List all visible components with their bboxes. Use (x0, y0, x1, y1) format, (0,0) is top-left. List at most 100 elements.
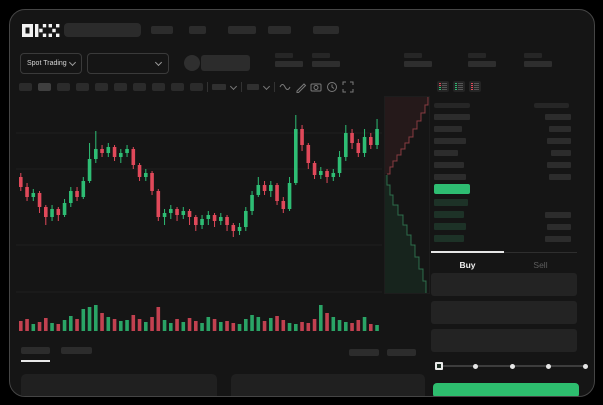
candle-body (106, 147, 111, 153)
toggle-glyph-row (455, 83, 463, 84)
timeframe-button[interactable] (95, 83, 108, 91)
candle-body (156, 191, 161, 217)
bottom-action-button[interactable] (349, 349, 379, 356)
tab-sell[interactable]: Sell (533, 260, 548, 270)
amount-field[interactable] (431, 301, 577, 324)
nav-item[interactable] (313, 26, 339, 34)
timeframe-button[interactable] (171, 83, 184, 91)
bid-row[interactable] (431, 234, 577, 243)
ask-row[interactable] (431, 161, 577, 169)
okx-logo (22, 23, 60, 38)
toggle-dot (471, 85, 473, 86)
candle-body (312, 163, 317, 175)
book-all-icon[interactable] (437, 81, 449, 92)
nav-item[interactable] (151, 26, 173, 34)
indicator-dropdown[interactable] (212, 84, 226, 90)
bottom-action-button[interactable] (387, 349, 416, 356)
candlestick-chart[interactable] (16, 99, 382, 303)
volume-bar (37, 322, 42, 331)
nav-item[interactable] (228, 26, 256, 34)
total-field[interactable] (431, 329, 577, 352)
timeframe-button[interactable] (152, 83, 165, 91)
toggle-glyph-row (439, 83, 447, 84)
timeframe-button[interactable] (76, 83, 89, 91)
volume-bar (319, 305, 323, 331)
bid-depth-area (385, 175, 426, 293)
timeframe-button[interactable] (114, 83, 127, 91)
stat-label-placeholder (404, 53, 422, 58)
candle-body (287, 183, 292, 209)
volume-bar (300, 322, 304, 331)
pair-selector[interactable] (87, 53, 169, 74)
ask-amount-bar (551, 150, 571, 156)
volume-bar (144, 322, 148, 331)
chevron-down-icon (154, 58, 163, 67)
market-type-selector[interactable]: Spot Trading (20, 53, 82, 74)
stat-value-placeholder (524, 61, 552, 67)
stat-label-placeholder (524, 53, 542, 58)
slider-stop[interactable] (473, 363, 478, 369)
timeframe-button[interactable] (19, 83, 32, 91)
timeframe-button[interactable] (57, 83, 70, 91)
toggle-glyph-row (455, 89, 463, 90)
ask-price-bar (434, 174, 466, 180)
candle-body (81, 181, 86, 197)
volume-bar (31, 324, 36, 331)
last-price-badge[interactable] (434, 184, 470, 194)
search-input[interactable] (64, 23, 141, 37)
timeframe-button[interactable] (38, 83, 51, 91)
volume-bar (369, 324, 373, 331)
slider-stop[interactable] (546, 363, 551, 369)
ask-row[interactable] (431, 137, 577, 145)
toggle-dot (439, 89, 441, 90)
compare-dropdown[interactable] (247, 84, 259, 90)
buy-button[interactable] (433, 383, 579, 396)
bottom-tab[interactable] (61, 347, 92, 354)
app-window: Spot Trading Buy (9, 9, 595, 397)
bottom-tab[interactable] (21, 347, 50, 354)
timeframe-button[interactable] (190, 83, 203, 91)
toolbar-separator (241, 82, 242, 92)
bid-price-bar (434, 199, 468, 206)
book-asks-icon[interactable] (469, 81, 481, 92)
slider-stop[interactable] (582, 363, 588, 369)
ask-row[interactable] (431, 113, 577, 121)
slider-stop[interactable] (509, 363, 515, 369)
candle-body (75, 191, 79, 197)
history-icon[interactable] (326, 81, 338, 93)
volume-bar (294, 324, 298, 331)
toolbar-separator (274, 82, 275, 92)
candle-body (325, 171, 329, 177)
bid-amount-bar (547, 224, 571, 230)
volume-bar (131, 315, 136, 331)
toggle-dot (471, 83, 473, 84)
candle-body (150, 173, 154, 191)
price-field[interactable] (431, 273, 577, 296)
nav-item[interactable] (189, 26, 206, 34)
volume-bar (231, 323, 236, 331)
tab-buy[interactable]: Buy (459, 260, 476, 270)
ask-depth-line (387, 97, 429, 175)
line-wave-icon[interactable] (279, 81, 291, 93)
timeframe-button[interactable] (133, 83, 146, 91)
candle-body (306, 145, 311, 163)
volume-bar (325, 313, 329, 331)
candle-body (169, 209, 173, 213)
ask-row[interactable] (431, 125, 577, 133)
depth-chart (384, 96, 430, 294)
candle-body (225, 217, 229, 225)
bid-row[interactable] (431, 222, 577, 231)
ask-row[interactable] (431, 173, 577, 181)
draw-icon[interactable] (295, 81, 307, 93)
toggle-line (474, 87, 479, 88)
toggle-line (442, 89, 447, 90)
book-bids-icon[interactable] (453, 81, 465, 92)
camera-icon[interactable] (310, 81, 322, 93)
bid-row[interactable] (431, 198, 577, 207)
slider-handle[interactable] (435, 362, 443, 370)
bid-row[interactable] (431, 210, 577, 219)
candle-body (212, 215, 217, 221)
nav-item[interactable] (268, 26, 291, 34)
ask-row[interactable] (431, 149, 577, 157)
fullscreen-icon[interactable] (342, 81, 354, 93)
